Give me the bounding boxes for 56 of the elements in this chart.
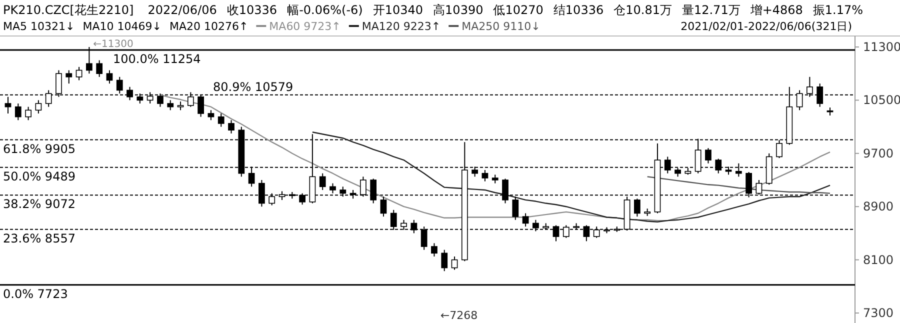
text: MA20 10276↑ <box>169 20 248 33</box>
ref-line-label: 50.0% 9489 <box>3 169 76 184</box>
y-tick-label: 8100 <box>863 252 894 267</box>
text: 2022/06/06 <box>148 3 217 17</box>
candlestick <box>167 100 174 111</box>
line-series <box>312 132 831 222</box>
chart-subtitle: 2021/02/01-2022/06/06(321日) <box>680 20 852 33</box>
ref-line-label: 61.8% 9905 <box>3 142 76 156</box>
candlestick <box>106 70 113 84</box>
annotation: ←7268 <box>440 309 478 322</box>
y-tick-label: 9700 <box>863 146 894 160</box>
ref-line-label: 100.0% 11254 <box>113 52 201 66</box>
candlestick <box>482 170 488 182</box>
candlestick <box>76 66 82 81</box>
legend-label: MA120 9223↑ <box>362 20 441 33</box>
candlestick <box>35 100 42 114</box>
candlestick <box>25 106 32 121</box>
text: 结10336 <box>553 3 604 17</box>
candlestick <box>319 172 326 190</box>
text: 仓10.81万 <box>614 3 672 17</box>
y-tick-label: 7300 <box>863 306 894 320</box>
ref-line-label: 80.9% 10579 <box>213 80 294 94</box>
text: 振1.17% <box>812 3 864 17</box>
candlestick <box>522 212 529 228</box>
candlestick <box>116 76 123 94</box>
legend-label: MA250 9110↓ <box>462 20 540 33</box>
candlestick <box>451 256 458 270</box>
ref-line-label: 38.2% 9072 <box>3 197 76 212</box>
candlestick <box>441 249 448 272</box>
candlestick <box>218 112 224 128</box>
text: MA10 10469↓ <box>82 20 162 33</box>
legend-label: MA60 9723↑ <box>269 20 341 33</box>
text: 低10270 <box>493 3 544 17</box>
candlestick <box>705 148 712 164</box>
ref-line-label: 23.6% 8557 <box>3 231 76 246</box>
chart-title: PK210.CZC[花生2210] <box>3 3 134 17</box>
annotation: ←11300 <box>93 38 134 50</box>
text: MA5 10321↓ <box>3 20 75 33</box>
candlestick <box>431 242 438 257</box>
candlestick <box>228 120 234 134</box>
candlestick <box>634 198 640 218</box>
candlestick <box>380 196 387 218</box>
text: 增+4868 <box>750 3 803 17</box>
y-tick-label: 10500 <box>863 93 900 108</box>
candlestick <box>14 103 22 121</box>
text: 开10340 <box>372 3 424 17</box>
candlestick <box>96 60 103 78</box>
ref-line-label: 0.0% 7723 <box>3 286 68 301</box>
text: 高10390 <box>433 3 484 17</box>
text: 量12.71万 <box>682 3 740 17</box>
text: 幅-0.06%(-6) <box>287 3 363 17</box>
y-tick-label: 8900 <box>863 200 894 214</box>
candlestick <box>66 70 72 84</box>
text: 收10336 <box>226 3 278 17</box>
y-tick-label: 11300 <box>863 40 900 54</box>
candlestick <box>208 110 214 121</box>
